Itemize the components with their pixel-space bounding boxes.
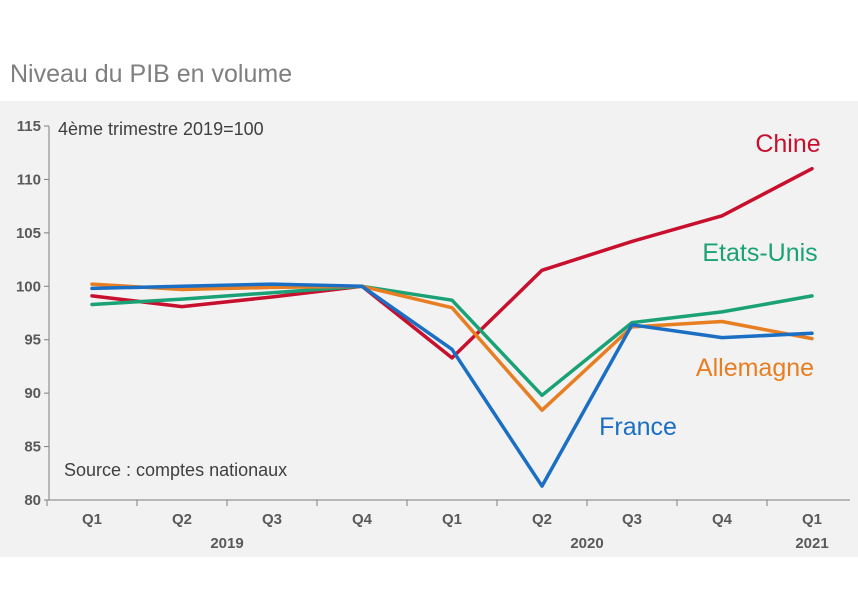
x-tick-label: Q2	[532, 511, 552, 528]
y-tick-label: 110	[17, 171, 41, 188]
year-label: 2021	[795, 535, 828, 552]
series-line-france	[90, 282, 814, 488]
y-tick-label: 95	[24, 332, 41, 349]
x-tick-label: Q3	[622, 511, 642, 528]
x-tick-label: Q1	[442, 511, 462, 528]
x-tick-label: Q3	[262, 511, 282, 528]
series-label-etats-unis: Etats-Unis	[702, 239, 817, 267]
series-label-france: France	[599, 413, 677, 441]
subtitle-annotation: 4ème trimestre 2019=100	[58, 119, 264, 139]
series-lines	[90, 166, 814, 488]
source-note: Source : comptes nationaux	[64, 460, 287, 480]
y-tick-label: 115	[17, 118, 41, 135]
series-line-chine	[90, 166, 814, 360]
y-axis-ticks: 80 85 90 95 100 105 110 115	[16, 118, 49, 509]
series-line-etats-unis	[90, 284, 814, 398]
x-axis-ticks: Q1 Q2 Q3 Q4 Q1 Q2 Q3 Q4 Q1	[46, 500, 822, 528]
x-axis-year-labels: 2019 2020 2021	[210, 535, 828, 552]
y-tick-label: 85	[24, 439, 41, 456]
year-label: 2020	[570, 535, 603, 552]
plot-background	[0, 101, 858, 557]
y-tick-label: 105	[16, 225, 41, 242]
year-label: 2019	[210, 535, 243, 552]
series-label-allemagne: Allemagne	[696, 354, 814, 382]
series-label-chine: Chine	[755, 130, 820, 158]
x-tick-label: Q4	[352, 511, 373, 528]
x-tick-label: Q4	[712, 511, 733, 528]
y-tick-label: 90	[24, 385, 41, 402]
series-labels: Chine Etats-Unis Allemagne France	[599, 130, 821, 441]
axes	[48, 126, 850, 501]
y-tick-label: 80	[24, 492, 41, 509]
y-tick-label: 100	[16, 278, 41, 295]
series-line-allemagne	[90, 282, 814, 412]
chart-title: Niveau du PIB en volume	[10, 60, 293, 88]
x-tick-label: Q2	[172, 511, 192, 528]
x-tick-label: Q1	[802, 511, 822, 528]
x-tick-label: Q1	[82, 511, 102, 528]
